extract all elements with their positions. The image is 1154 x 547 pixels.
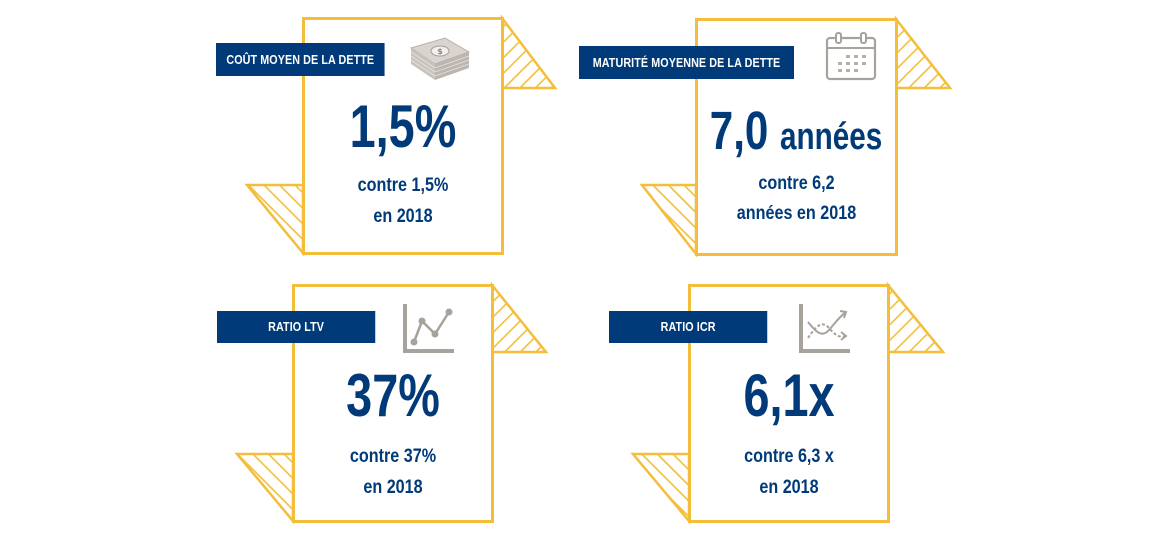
comparison-line-2: en 2018 [759, 477, 819, 498]
comparison-line-1: contre 1,5% [357, 175, 449, 196]
comparison-line-1: contre 6,3 x [744, 446, 834, 467]
fold-top-right [490, 281, 549, 354]
card-label: RATIO ICR [609, 311, 768, 343]
label-text: RATIO ICR [660, 320, 716, 334]
label-text: MATURITÉ MOYENNE DE LA DETTE [592, 55, 781, 70]
kpi-value: 6,1x [743, 362, 835, 429]
fold-bottom-left [234, 452, 295, 525]
kpi-value-number: 7,0 [709, 101, 769, 161]
label-text: RATIO LTV [268, 320, 325, 334]
fold-bottom-left [630, 452, 691, 525]
card-label: COÛT MOYEN DE LA DETTE [216, 43, 385, 76]
fold-top-right [886, 281, 946, 354]
kpi-value: 7,0 années [706, 100, 887, 168]
fold-top-right [500, 14, 558, 90]
kpi-value: 1,5% [349, 93, 457, 160]
comparison-line-1: contre 37% [349, 446, 437, 467]
comparison-line-2: en 2018 [373, 206, 433, 227]
comparison-line-2: en 2018 [363, 477, 423, 498]
calendar-icon [825, 32, 877, 81]
fold-top-right [894, 15, 953, 90]
label-text: COÛT MOYEN DE LA DETTE [226, 52, 375, 67]
money-stack-icon: $ [409, 37, 471, 80]
line-chart-icon [403, 304, 454, 353]
card-label: MATURITÉ MOYENNE DE LA DETTE [579, 46, 794, 79]
kpi-value-unit: années [780, 116, 883, 158]
kpi-value: 37% [346, 362, 440, 429]
comparison-line-2: années en 2018 [736, 203, 857, 224]
fold-bottom-left [244, 183, 305, 257]
svg-text:$: $ [437, 47, 443, 56]
fold-bottom-left [639, 183, 698, 258]
comparison-line-1: contre 6,2 [758, 173, 835, 194]
card-label: RATIO LTV [217, 311, 376, 343]
crossing-trend-chart-icon [799, 304, 850, 353]
